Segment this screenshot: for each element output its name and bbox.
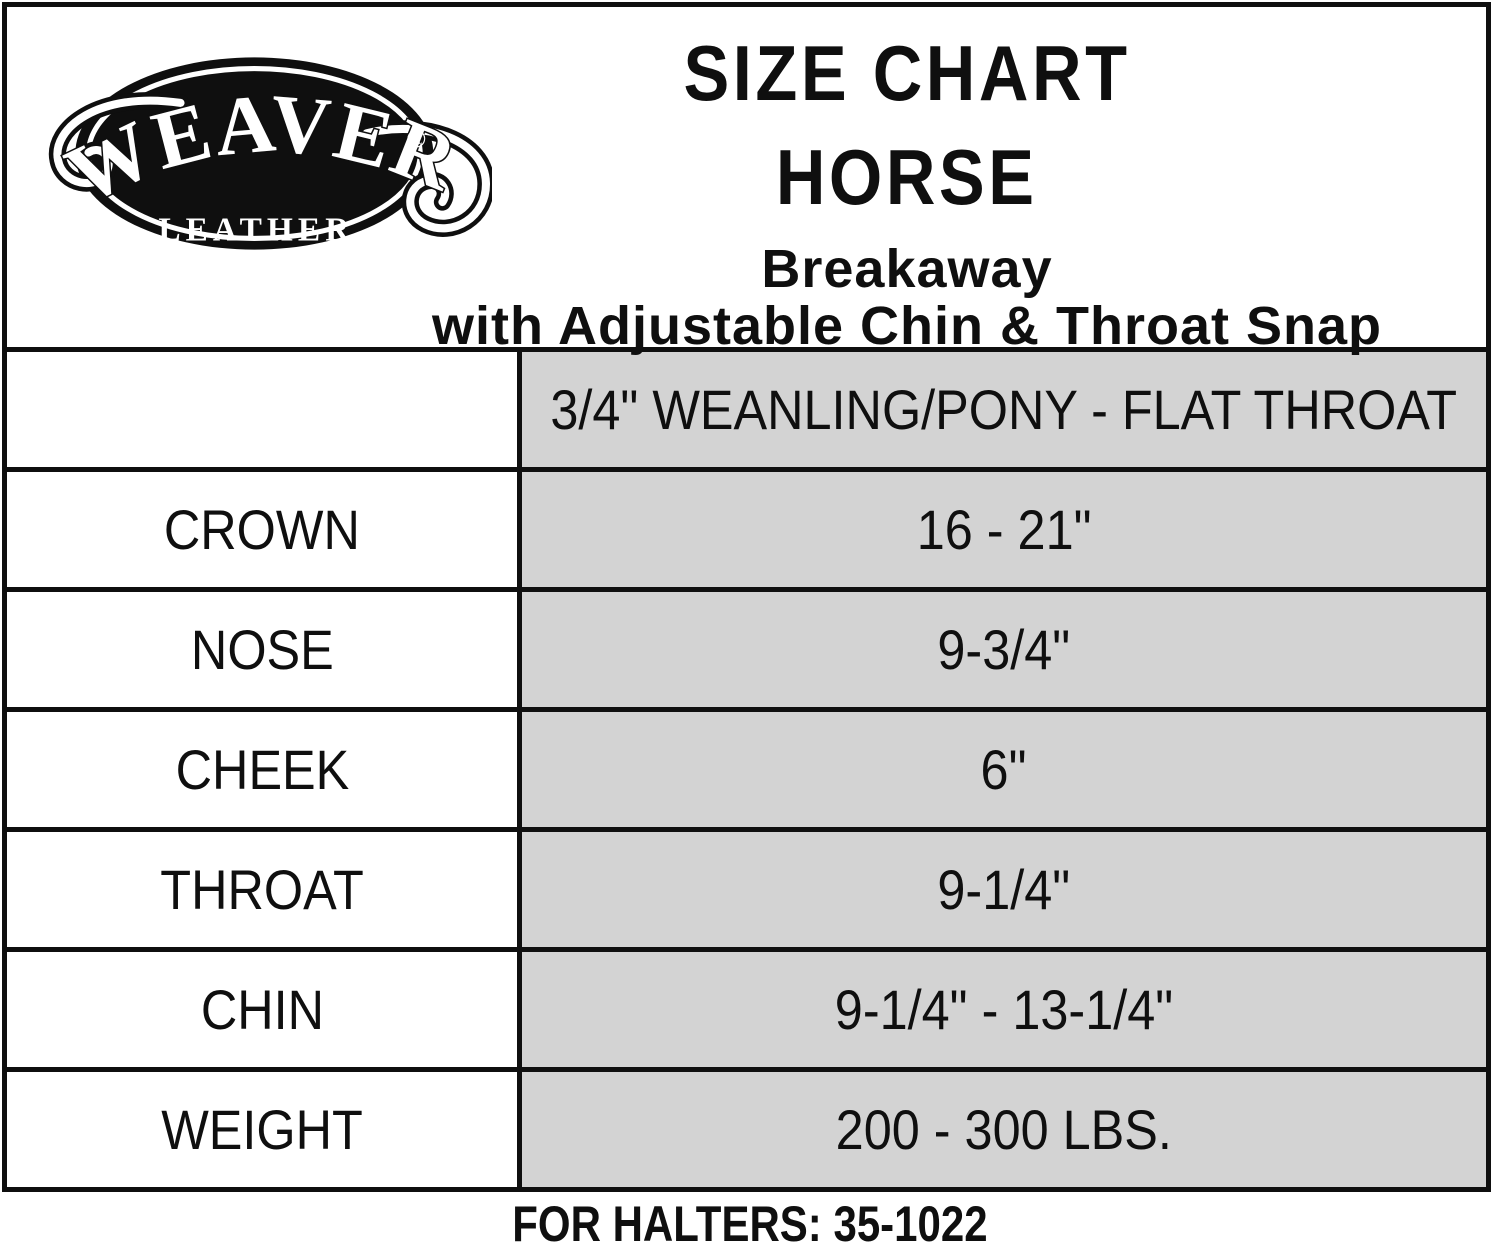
animal-title: HORSE <box>317 125 1497 229</box>
chart-frame: WEAVER LEATHER ® SIZE CHART HORSE Breaka… <box>2 2 1491 1192</box>
page-title: SIZE CHART <box>317 21 1497 125</box>
row-label-nose: NOSE <box>7 592 517 707</box>
corner-cell <box>7 352 517 467</box>
row-label-crown: CROWN <box>7 472 517 587</box>
row-label-throat: THROAT <box>7 832 517 947</box>
title-block: SIZE CHART HORSE Breakaway with Adjustab… <box>317 21 1497 355</box>
product-description: with Adjustable Chin & Throat Snap <box>432 296 1382 356</box>
left-scroll-flourish-icon <box>48 92 190 192</box>
row-value-nose: 9-3/4" <box>522 592 1486 707</box>
row-value-throat: 9-1/4" <box>522 832 1486 947</box>
row-value-cheek: 6" <box>522 712 1486 827</box>
row-value-weight: 200 - 300 LBS. <box>522 1072 1486 1187</box>
row-label-chin: CHIN <box>7 952 517 1067</box>
right-scroll-flourish-icon <box>357 120 492 237</box>
size-table: 3/4" WEANLING/PONY - FLAT THROAT CROWN 1… <box>7 347 1486 1187</box>
row-label-weight: WEIGHT <box>7 1072 517 1187</box>
page-title-text: SIZE CHART <box>683 29 1131 117</box>
row-value-chin: 9-1/4" - 13-1/4" <box>522 952 1486 1067</box>
leather-wordmark: LEATHER <box>158 211 354 248</box>
animal-title-text: HORSE <box>776 133 1038 221</box>
row-value-crown: 16 - 21" <box>522 472 1486 587</box>
footer: FOR HALTERS: 35-1022 <box>0 1198 1500 1250</box>
weaver-leather-logo: WEAVER LEATHER ® <box>48 57 492 250</box>
column-header-cell: 3/4" WEANLING/PONY - FLAT THROAT <box>522 352 1486 467</box>
registered-trademark-icon: ® <box>407 125 426 153</box>
footer-text: FOR HALTERS: 35-1022 <box>512 1196 988 1252</box>
row-label-cheek: CHEEK <box>7 712 517 827</box>
header: WEAVER LEATHER ® SIZE CHART HORSE Breaka… <box>7 7 1486 355</box>
product-name: Breakaway <box>761 239 1053 299</box>
column-header-text: 3/4" WEANLING/PONY - FLAT THROAT <box>550 378 1458 441</box>
